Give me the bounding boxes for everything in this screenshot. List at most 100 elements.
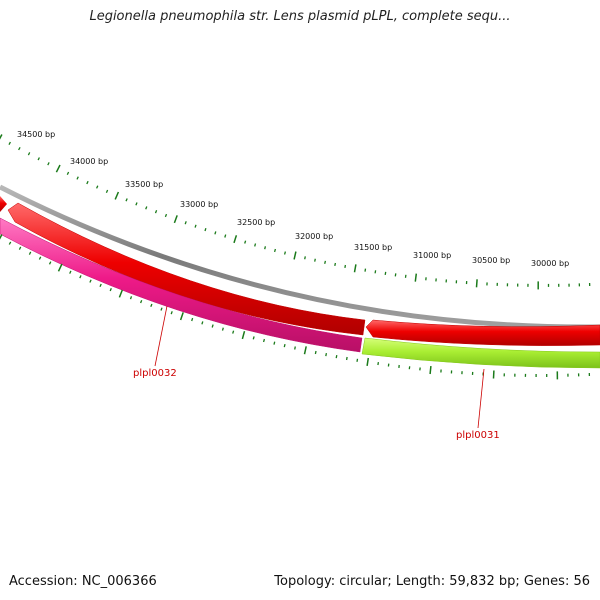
ruler-tick [184,221,187,225]
ruler-label: 34000 bp [70,157,108,166]
gene-feature-plpl0031[interactable] [361,337,600,369]
ruler-tick [303,346,307,355]
ruler-tick [314,350,317,355]
ruler-tick [233,235,238,244]
gene-feature-red-2[interactable] [365,319,600,346]
gene-feature-red-left[interactable] [0,196,7,212]
ruler-tick [241,331,246,340]
ruler-tick [105,189,109,194]
ruler-label: 34500 bp [17,130,55,139]
ruler-tick [109,287,112,292]
ruler-tick [353,264,357,273]
gene-feature-plpl0032[interactable] [0,217,363,353]
ruler-tick [304,256,306,260]
ruler-tick [364,268,367,272]
ruler-tick [96,185,99,189]
ruler-tick [99,283,102,288]
ruler-tick [89,279,92,283]
ruler-tick [414,273,418,282]
accession-text: Accession: NC_006366 [9,574,157,589]
ruler-tick [150,303,153,308]
ruler-tick [344,264,347,269]
ruler-tick [429,366,432,375]
ruler-label: 33500 bp [125,180,163,189]
ruler-tick [139,299,143,304]
ruler-tick [283,251,287,255]
ruler-tick [79,275,82,279]
ruler-tick [135,202,138,206]
label-leader-line [477,368,485,429]
ruler-tick [170,311,173,315]
ruler-tick [48,261,52,265]
ruler-tick [8,141,11,145]
ruler-tick [335,354,338,359]
ruler-tick [69,270,72,274]
ruler-tick [129,296,133,300]
backbone-arc [0,184,600,330]
topology-summary: Topology: circular; Length: 59,832 bp; G… [274,574,590,589]
ruler-tick [28,251,32,255]
ruler-tick [47,162,50,166]
ruler-tick [194,224,197,228]
ruler-tick [145,206,148,210]
ruler-tick [254,243,257,247]
ruler-tick [273,248,277,253]
ruler-tick [211,324,214,328]
gene-feature-red-1[interactable] [7,202,366,336]
ruler-tick [201,321,204,325]
ruler-tick [314,258,316,262]
ruler-labels: 34500 bp 34000 bp 33500 bp 33000 bp 3250… [17,130,569,268]
ruler-tick [114,191,120,200]
ruler-tick [8,241,12,245]
ruler-tick [377,361,380,366]
ruler-tick [191,317,194,322]
ruler-tick [244,240,247,244]
ruler-tick [173,215,178,224]
ruler-tick [66,171,70,175]
ruler-label: 33000 bp [180,200,218,209]
inner-ruler-ticks [0,234,591,380]
gene-label-plpl0031[interactable]: plpl0031 [456,430,500,441]
outer-ruler-ticks [0,134,591,290]
ruler-tick [224,234,227,238]
ruler-tick [252,336,255,340]
ruler-tick [86,180,89,185]
ruler-label: 31000 bp [413,251,451,260]
ruler-tick [273,341,276,345]
ruler-label: 32500 bp [237,218,275,227]
ruler-tick [394,273,397,277]
ruler-label: 30000 bp [531,259,569,268]
gene-labels: plpl0032 plpl0031 [133,305,500,441]
ruler-tick [125,198,128,202]
ruler-label: 30500 bp [472,256,510,265]
ruler-tick [27,152,31,156]
ruler-tick [76,176,79,180]
ruler-tick [374,270,377,274]
ruler-tick [160,307,163,311]
ruler-tick [164,213,168,218]
ruler-tick [18,246,22,250]
ruler-tick [55,164,61,173]
ruler-tick [38,256,42,260]
ruler-tick [204,228,207,232]
gene-label-plpl0032[interactable]: plpl0032 [133,368,177,379]
ruler-tick [232,330,235,334]
ruler-tick [118,289,123,298]
ruler-tick [384,271,387,276]
ruler-tick [57,263,63,272]
ruler-tick [214,231,217,235]
ruler-label: 31500 bp [354,243,392,252]
forward-strand-track [0,196,600,346]
ruler-tick [37,157,40,161]
reverse-strand-track [0,217,600,369]
ruler-tick [221,327,224,331]
ruler-tick [293,251,297,260]
ruler-tick [179,312,184,321]
ruler-tick [325,352,328,357]
ruler-tick [264,246,267,250]
ruler-tick [0,134,3,140]
ruler-tick [356,358,359,362]
map-title: Legionella pneumophila str. Lens plasmid… [89,9,511,24]
ruler-tick [366,357,370,367]
